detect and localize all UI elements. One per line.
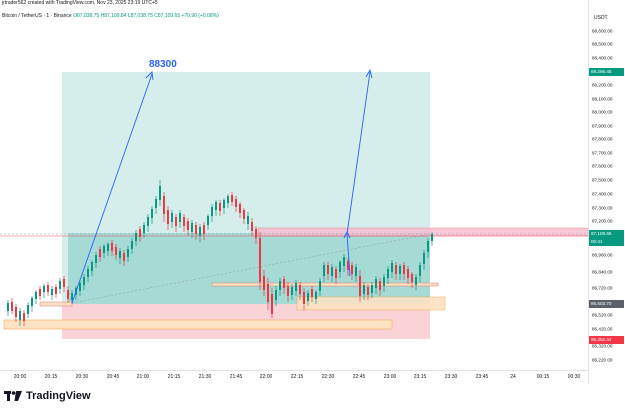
time-label: 21:30 [198, 374, 212, 380]
time-label: 22:15 [290, 374, 304, 380]
time-label: 23:30 [444, 374, 458, 380]
price-label: 87,300.00 [592, 205, 613, 211]
price-label: 86,220.00 [592, 357, 613, 363]
projection-arrows[interactable] [71, 68, 373, 304]
price-label: 88,200.00 [592, 82, 613, 88]
countdown-tag: 00:41 [589, 238, 624, 246]
time-label: 00:15 [536, 374, 550, 380]
price-label: 87,900.00 [592, 123, 613, 129]
price-label: 88,400.00 [592, 55, 613, 61]
target-price-tag: 88,296.45 [589, 68, 624, 76]
candles [7, 180, 433, 326]
price-label: 86,720.00 [592, 285, 613, 291]
support-zone-left[interactable] [3, 319, 393, 330]
time-label: 20:00 [13, 374, 27, 380]
time-label: 24 [510, 374, 516, 380]
ohlc-values: O87,038.75 H87,109.84 L87,038.75 C87,109… [73, 13, 219, 19]
price-label: 88,000.00 [592, 109, 613, 115]
time-label: 00:30 [567, 374, 581, 380]
time-label: 22:45 [352, 374, 366, 380]
support-zone-right[interactable] [296, 296, 446, 311]
price-axis[interactable] [588, 0, 625, 384]
price-label: 86,320.00 [592, 343, 613, 349]
resistance-zone[interactable] [257, 227, 589, 237]
price-label: 86,420.00 [592, 326, 613, 332]
time-label: 23:15 [413, 374, 427, 380]
time-label: 20:15 [44, 374, 58, 380]
price-label: 88,600.00 [592, 28, 613, 34]
time-label: 20:30 [75, 374, 89, 380]
price-label: 86,840.00 [592, 269, 613, 275]
brand-name: TradingView [26, 390, 91, 402]
profit-zone[interactable] [62, 72, 430, 304]
mid-level-zone [211, 282, 439, 287]
time-label: 20:45 [106, 374, 120, 380]
price-label: 87,500.00 [592, 177, 613, 183]
price-label: 87,700.00 [592, 150, 613, 156]
tradingview-logo-icon [4, 391, 22, 401]
time-label: 21:15 [167, 374, 181, 380]
time-axis[interactable] [0, 370, 588, 385]
trend-dashed-line [71, 233, 431, 304]
time-label: 23:45 [475, 374, 489, 380]
current-price-tag: 87,109.65 [589, 230, 624, 238]
currency-label: USDT [594, 15, 608, 21]
time-label: 21:00 [136, 374, 150, 380]
price-label: 88,500.00 [592, 41, 613, 47]
price-label: 86,960.00 [592, 252, 613, 258]
entry-price-tag: 86,603.70 [589, 300, 624, 308]
time-label: 22:00 [259, 374, 273, 380]
time-label: 22:30 [321, 374, 335, 380]
price-label: 86,520.00 [592, 312, 613, 318]
symbol-legend[interactable]: Bitcoin / TetherUS · 1 · Binance O87,038… [2, 13, 219, 19]
symbol-name[interactable]: Bitcoin / TetherUS · 1 · Binance [2, 13, 72, 19]
time-label: 21:45 [229, 374, 243, 380]
price-label: 87,800.00 [592, 136, 613, 142]
footer-branding[interactable]: TradingView [4, 387, 91, 405]
price-label: 88,100.00 [592, 96, 613, 102]
chart-credit: jrtrader562 created with TradingView.com… [2, 0, 158, 6]
time-label: 23:00 [383, 374, 397, 380]
price-label: 87,400.00 [592, 191, 613, 197]
target-annotation[interactable]: 88300 [149, 59, 177, 70]
small-zone-left [39, 301, 73, 307]
price-label: 87,200.00 [592, 218, 613, 224]
stop-price-tag: 86,352.44 [589, 336, 624, 344]
price-label: 87,600.00 [592, 163, 613, 169]
